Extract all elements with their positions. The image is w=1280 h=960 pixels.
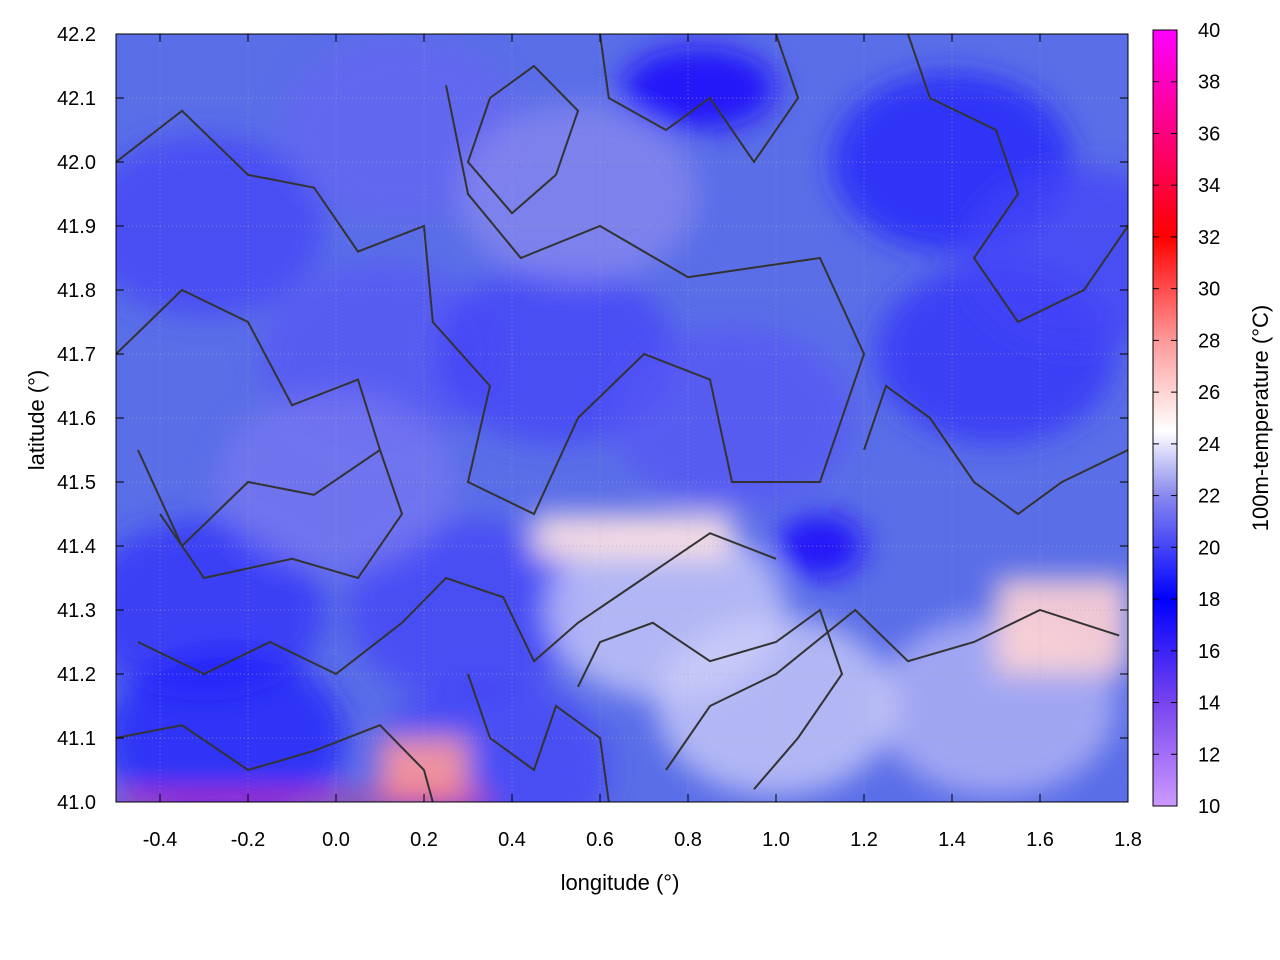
heatmap-blob bbox=[458, 104, 698, 284]
warm-area bbox=[534, 514, 732, 559]
x-tick-label: 1.8 bbox=[1114, 829, 1142, 851]
colorbar-tick-label: 10 bbox=[1198, 796, 1220, 818]
contour-line bbox=[577, 608, 844, 790]
colorbar-tick-label: 28 bbox=[1198, 330, 1220, 352]
contour-line bbox=[863, 384, 1128, 516]
x-tick-label: 0.6 bbox=[586, 829, 614, 851]
contour-line bbox=[116, 288, 382, 548]
contour-line bbox=[159, 449, 404, 580]
colorbar-tick-label: 20 bbox=[1198, 537, 1220, 559]
contour-line bbox=[137, 532, 777, 676]
y-tick-label: 41.8 bbox=[57, 280, 96, 302]
y-tick-label: 41.1 bbox=[57, 728, 96, 750]
y-tick-label: 42.0 bbox=[57, 152, 96, 174]
contour-line bbox=[466, 64, 580, 215]
colorbar-tick-label: 12 bbox=[1198, 744, 1220, 766]
colorbar-tick-label: 22 bbox=[1198, 486, 1220, 508]
y-tick-label: 42.2 bbox=[57, 24, 96, 46]
y-tick-label: 41.6 bbox=[57, 408, 96, 430]
colorbar-tick-label: 16 bbox=[1198, 641, 1220, 663]
heatmap-blob bbox=[116, 136, 324, 316]
contour-line bbox=[665, 608, 1120, 771]
colorbar-title: 100m-temperature (°C) bbox=[1248, 305, 1273, 531]
heatmap-blobs bbox=[116, 40, 1128, 802]
contour-line bbox=[599, 34, 800, 164]
heatmap-blob bbox=[116, 648, 346, 802]
x-tick-label: 0.0 bbox=[322, 829, 350, 851]
x-tick-label: 0.4 bbox=[498, 829, 526, 851]
y-tick-label: 41.3 bbox=[57, 600, 96, 622]
y-tick-label: 41.7 bbox=[57, 344, 96, 366]
x-tick-label: 0.2 bbox=[410, 829, 438, 851]
x-axis-title: longitude (°) bbox=[561, 870, 680, 895]
colorbar-tick-label: 40 bbox=[1198, 20, 1220, 42]
x-tick-label: 1.6 bbox=[1026, 829, 1054, 851]
x-axis-ticks: -0.4 -0.2 0.0 0.2 0.4 0.6 0.8 1.0 1.2 1.4 1.6 1.8 bbox=[143, 34, 1142, 851]
colorbar-tick-label: 14 bbox=[1198, 693, 1220, 715]
warm-area bbox=[116, 795, 490, 802]
x-tick-label: 0.8 bbox=[674, 829, 702, 851]
x-tick-label: -0.2 bbox=[231, 829, 265, 851]
x-tick-label: 1.0 bbox=[762, 829, 790, 851]
cool-area bbox=[622, 46, 776, 130]
heatmap-blob bbox=[546, 520, 786, 700]
contour-lines bbox=[116, 34, 1128, 802]
colorbar-tick-label: 36 bbox=[1198, 123, 1220, 145]
y-tick-label: 41.4 bbox=[57, 536, 96, 558]
y-tick-label: 42.1 bbox=[57, 88, 96, 110]
colorbar bbox=[1152, 29, 1178, 807]
warm-area bbox=[996, 578, 1128, 674]
contour-line bbox=[467, 673, 610, 802]
contour-line bbox=[907, 34, 1128, 324]
colorbar-tick-label: 30 bbox=[1198, 279, 1220, 301]
colorbar-tick-label: 34 bbox=[1198, 175, 1220, 197]
colorbar-tick-label: 38 bbox=[1198, 72, 1220, 94]
y-tick-label: 41.2 bbox=[57, 664, 96, 686]
y-axis-title: latitude (°) bbox=[24, 370, 49, 471]
x-tick-label: -0.4 bbox=[143, 829, 177, 851]
contour-line bbox=[116, 724, 434, 802]
colorbar-tick-label: 24 bbox=[1198, 434, 1220, 456]
y-axis-ticks: 41.0 41.1 41.2 41.3 41.4 41.5 41.6 41.7 41.8 41.9… bbox=[57, 24, 1128, 814]
y-tick-label: 41.0 bbox=[57, 792, 96, 814]
x-tick-label: 1.2 bbox=[850, 829, 878, 851]
colorbar-tick-label: 18 bbox=[1198, 589, 1220, 611]
colorbar-tick-label: 32 bbox=[1198, 227, 1220, 249]
y-tick-label: 41.5 bbox=[57, 472, 96, 494]
y-tick-label: 41.9 bbox=[57, 216, 96, 238]
colorbar-tick-label: 26 bbox=[1198, 382, 1220, 404]
contour-line bbox=[116, 85, 866, 516]
colorbar-ticks: 10 12 14 16 18 20 22 24 26 28 30 32 34 36 38 40 bbox=[1153, 20, 1220, 818]
heatmap-field bbox=[116, 34, 1128, 802]
x-tick-label: 1.4 bbox=[938, 829, 966, 851]
